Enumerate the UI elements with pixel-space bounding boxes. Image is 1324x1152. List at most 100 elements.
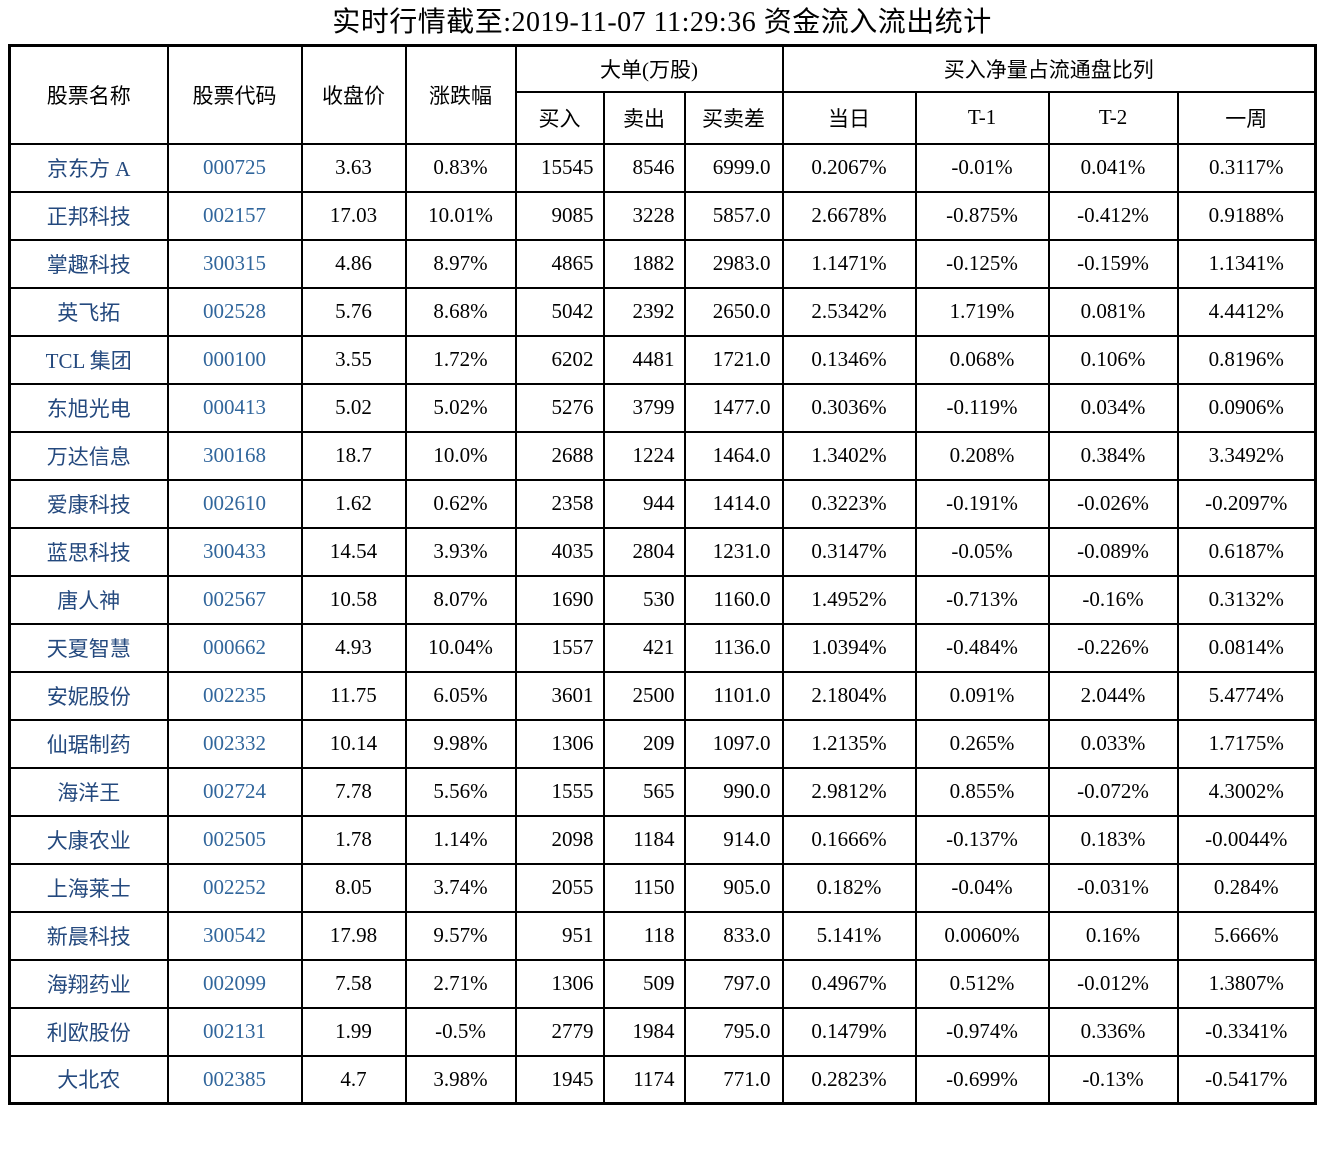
net-buy-today-cell: 0.3147%	[781, 526, 917, 577]
sell-volume-cell: 1984	[602, 1006, 686, 1057]
net-buy-week-cell: -0.5417%	[1176, 1054, 1317, 1105]
net-buy-t1-cell: -0.05%	[914, 526, 1050, 577]
net-buy-today-cell: 0.4967%	[781, 958, 917, 1009]
stock-name-cell: 京东方 A	[8, 142, 169, 193]
net-buy-t2-cell: -0.026%	[1047, 478, 1179, 529]
stock-code-cell: 002252	[166, 862, 303, 913]
sell-volume-cell: 509	[602, 958, 686, 1009]
col-group-large-orders: 大单(万股)	[514, 44, 784, 93]
buy-sell-diff-cell: 1721.0	[683, 334, 784, 385]
net-buy-t2-cell: -0.412%	[1047, 190, 1179, 241]
net-buy-today-cell: 0.182%	[781, 862, 917, 913]
close-price-cell: 1.62	[300, 478, 407, 529]
table-row: 上海莱士 002252 8.05 3.74% 2055 1150 905.0 0.182% -0…	[8, 862, 1317, 913]
stock-code-cell: 300315	[166, 238, 303, 289]
net-buy-today-cell: 0.2067%	[781, 142, 917, 193]
buy-volume-cell: 15545	[514, 142, 605, 193]
net-buy-t1-cell: -0.875%	[914, 190, 1050, 241]
buy-volume-cell: 1306	[514, 718, 605, 769]
stock-name-cell: 天夏智慧	[8, 622, 169, 673]
net-buy-today-cell: 2.9812%	[781, 766, 917, 817]
net-buy-t2-cell: -0.089%	[1047, 526, 1179, 577]
net-buy-t2-cell: -0.16%	[1047, 574, 1179, 625]
stock-name-cell: 海洋王	[8, 766, 169, 817]
net-buy-t1-cell: -0.125%	[914, 238, 1050, 289]
stock-code-cell: 300433	[166, 526, 303, 577]
col-group-net-buy-ratio: 买入净量占流通盘比列	[781, 44, 1317, 93]
stock-code-cell: 002235	[166, 670, 303, 721]
net-buy-t1-cell: 1.719%	[914, 286, 1050, 337]
close-price-cell: 18.7	[300, 430, 407, 481]
close-price-cell: 8.05	[300, 862, 407, 913]
net-buy-t1-cell: 0.855%	[914, 766, 1050, 817]
net-buy-t1-cell: -0.484%	[914, 622, 1050, 673]
net-buy-week-cell: 3.3492%	[1176, 430, 1317, 481]
table-row: 天夏智慧 000662 4.93 10.04% 1557 421 1136.0 1.0394%…	[8, 622, 1317, 673]
table-row: 海翔药业 002099 7.58 2.71% 1306 509 797.0 0.4967% 0.…	[8, 958, 1317, 1009]
buy-volume-cell: 2358	[514, 478, 605, 529]
net-buy-t1-cell: -0.01%	[914, 142, 1050, 193]
change-pct-cell: 1.72%	[404, 334, 517, 385]
net-buy-t1-cell: -0.974%	[914, 1006, 1050, 1057]
net-buy-week-cell: 1.7175%	[1176, 718, 1317, 769]
col-header-stock-name: 股票名称	[8, 44, 169, 145]
sell-volume-cell: 944	[602, 478, 686, 529]
stock-name-cell: 上海莱士	[8, 862, 169, 913]
stock-code-cell: 002131	[166, 1006, 303, 1057]
net-buy-week-cell: 4.3002%	[1176, 766, 1317, 817]
net-buy-today-cell: 1.2135%	[781, 718, 917, 769]
net-buy-week-cell: 1.1341%	[1176, 238, 1317, 289]
change-pct-cell: 3.93%	[404, 526, 517, 577]
net-buy-t1-cell: 0.091%	[914, 670, 1050, 721]
buy-sell-diff-cell: 1136.0	[683, 622, 784, 673]
table-row: 海洋王 002724 7.78 5.56% 1555 565 990.0 2.9812% 0.8…	[8, 766, 1317, 817]
close-price-cell: 17.03	[300, 190, 407, 241]
net-buy-t1-cell: 0.0060%	[914, 910, 1050, 961]
change-pct-cell: 10.01%	[404, 190, 517, 241]
table-row: 大康农业 002505 1.78 1.14% 2098 1184 914.0 0.1666% -…	[8, 814, 1317, 865]
stock-code-cell: 002610	[166, 478, 303, 529]
change-pct-cell: 8.07%	[404, 574, 517, 625]
net-buy-today-cell: 1.4952%	[781, 574, 917, 625]
stock-name-cell: 蓝思科技	[8, 526, 169, 577]
table-row: 安妮股份 002235 11.75 6.05% 3601 2500 1101.0 2.1804…	[8, 670, 1317, 721]
net-buy-t2-cell: -0.159%	[1047, 238, 1179, 289]
net-buy-week-cell: 1.3807%	[1176, 958, 1317, 1009]
close-price-cell: 4.7	[300, 1054, 407, 1105]
col-header-buy: 买入	[514, 90, 605, 145]
stock-code-cell: 002332	[166, 718, 303, 769]
col-header-change-pct: 涨跌幅	[404, 44, 517, 145]
change-pct-cell: 8.68%	[404, 286, 517, 337]
sell-volume-cell: 565	[602, 766, 686, 817]
table-row: 正邦科技 002157 17.03 10.01% 9085 3228 5857.0 2.667…	[8, 190, 1317, 241]
stock-name-cell: 海翔药业	[8, 958, 169, 1009]
change-pct-cell: 1.14%	[404, 814, 517, 865]
net-buy-t1-cell: -0.191%	[914, 478, 1050, 529]
buy-volume-cell: 1557	[514, 622, 605, 673]
net-buy-week-cell: 4.4412%	[1176, 286, 1317, 337]
net-buy-today-cell: 2.1804%	[781, 670, 917, 721]
net-buy-today-cell: 1.0394%	[781, 622, 917, 673]
buy-volume-cell: 4035	[514, 526, 605, 577]
sell-volume-cell: 1174	[602, 1054, 686, 1105]
buy-volume-cell: 2688	[514, 430, 605, 481]
net-buy-week-cell: 0.0814%	[1176, 622, 1317, 673]
col-header-t-minus-2: T-2	[1047, 90, 1179, 145]
net-buy-t2-cell: -0.012%	[1047, 958, 1179, 1009]
net-buy-week-cell: 0.9188%	[1176, 190, 1317, 241]
change-pct-cell: 5.02%	[404, 382, 517, 433]
net-buy-t2-cell: 0.16%	[1047, 910, 1179, 961]
stock-name-cell: 万达信息	[8, 430, 169, 481]
table-row: 东旭光电 000413 5.02 5.02% 5276 3799 1477.0 0.3036%…	[8, 382, 1317, 433]
col-header-close-price: 收盘价	[300, 44, 407, 145]
header-sub-row: 买入 卖出 买卖差 当日 T-1 T-2 一周	[10, 90, 1317, 145]
buy-sell-diff-cell: 6999.0	[683, 142, 784, 193]
net-buy-today-cell: 2.6678%	[781, 190, 917, 241]
close-price-cell: 5.02	[300, 382, 407, 433]
net-buy-t2-cell: 0.041%	[1047, 142, 1179, 193]
buy-sell-diff-cell: 833.0	[683, 910, 784, 961]
table-row: 利欧股份 002131 1.99 -0.5% 2779 1984 795.0 0.1479% -…	[8, 1006, 1317, 1057]
change-pct-cell: 9.57%	[404, 910, 517, 961]
stock-table-body: 京东方 A 000725 3.63 0.83% 15545 8546 6999.0 0.206…	[8, 142, 1317, 1105]
table-header: 股票名称 股票代码 收盘价 涨跌幅 大单(万股) 买入净量占流通盘比列 买入 卖…	[8, 44, 1317, 145]
